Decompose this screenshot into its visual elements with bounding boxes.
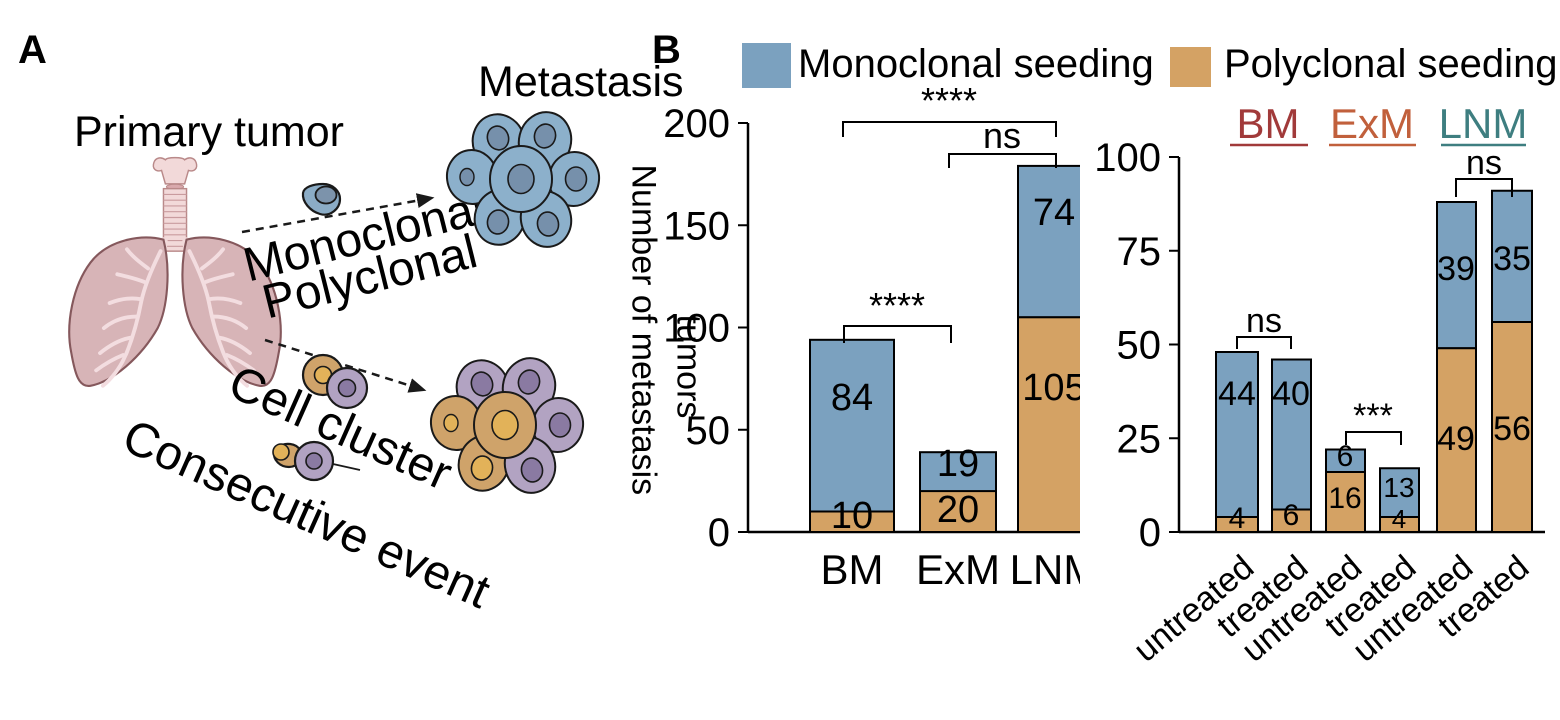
svg-text:ExM: ExM (916, 546, 1000, 593)
svg-text:0: 0 (1139, 511, 1161, 555)
svg-text:***: *** (1353, 397, 1393, 435)
svg-text:105: 105 (1022, 367, 1080, 409)
svg-text:35: 35 (1493, 240, 1531, 278)
svg-text:ns: ns (1466, 144, 1502, 182)
svg-text:13: 13 (1383, 472, 1414, 503)
svg-text:LNM: LNM (1439, 100, 1528, 147)
svg-text:19: 19 (937, 443, 979, 485)
svg-text:4: 4 (1229, 502, 1246, 535)
svg-text:10: 10 (831, 495, 873, 537)
svg-text:20: 20 (937, 489, 979, 531)
svg-text:150: 150 (663, 204, 730, 248)
svg-text:LNM: LNM (1010, 546, 1080, 593)
svg-text:39: 39 (1437, 250, 1475, 288)
svg-text:49: 49 (1437, 420, 1475, 458)
svg-text:50: 50 (686, 409, 731, 453)
svg-text:BM: BM (1237, 100, 1300, 147)
svg-text:56: 56 (1493, 410, 1531, 448)
svg-text:44: 44 (1218, 375, 1256, 413)
svg-text:100: 100 (663, 307, 730, 351)
svg-text:BM: BM (821, 546, 884, 593)
svg-text:0: 0 (708, 511, 730, 555)
svg-text:6: 6 (1283, 499, 1300, 532)
svg-text:ns: ns (983, 115, 1021, 156)
svg-text:84: 84 (831, 377, 873, 419)
svg-text:74: 74 (1033, 192, 1075, 234)
svg-text:100: 100 (1094, 136, 1161, 180)
svg-text:16: 16 (1328, 482, 1361, 515)
svg-text:50: 50 (1117, 324, 1162, 368)
svg-text:25: 25 (1117, 417, 1162, 461)
svg-text:****: **** (869, 285, 925, 326)
svg-text:4: 4 (1392, 504, 1406, 534)
svg-text:ExM: ExM (1330, 100, 1414, 147)
svg-text:****: **** (921, 80, 977, 121)
svg-text:ns: ns (1246, 302, 1282, 340)
svg-text:75: 75 (1117, 230, 1162, 274)
svg-text:40: 40 (1272, 375, 1310, 413)
svg-text:200: 200 (663, 102, 730, 146)
